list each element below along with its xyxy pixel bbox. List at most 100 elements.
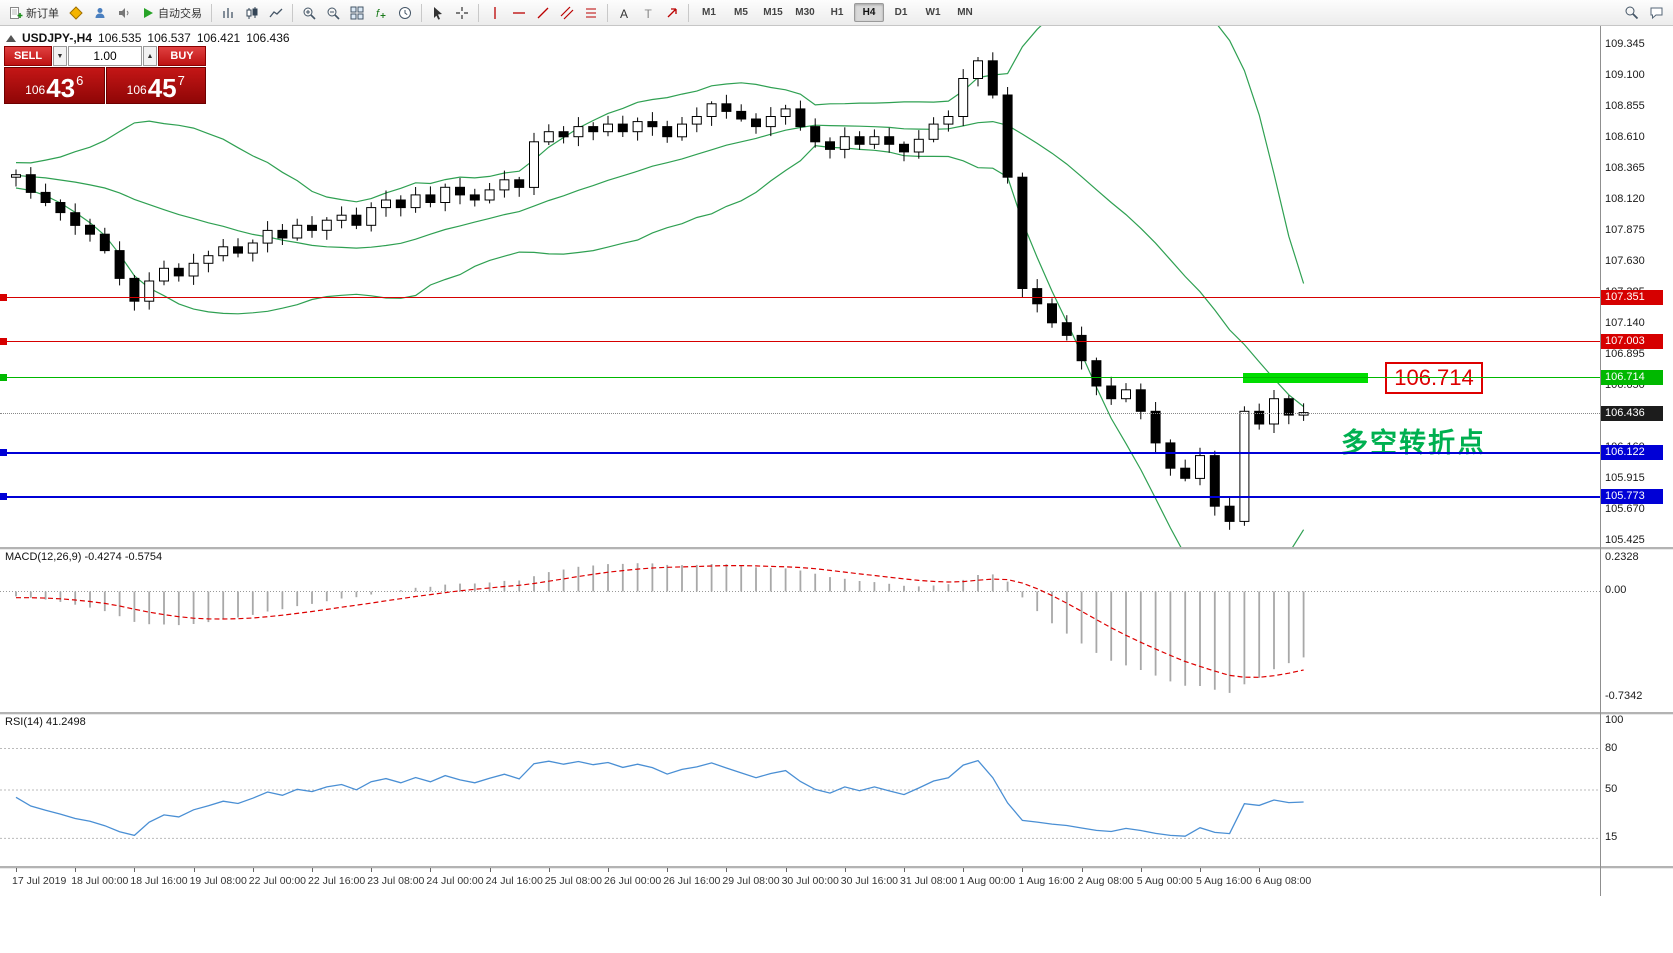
channel-icon xyxy=(560,6,574,19)
time-axis-label[interactable]: 25 Jul 08:00 xyxy=(544,875,603,887)
horizontal-line-button[interactable] xyxy=(508,1,530,24)
tile-windows-button[interactable] xyxy=(346,1,368,24)
horizontal-line[interactable] xyxy=(0,495,1600,498)
price-tag[interactable]: 106.714 xyxy=(1601,370,1663,386)
price-axis-tick: 105.670 xyxy=(1605,502,1645,515)
arrows-button[interactable] xyxy=(661,1,683,24)
text-button[interactable]: A xyxy=(613,1,635,24)
zoom-out-button[interactable] xyxy=(322,1,344,24)
svg-text:T: T xyxy=(645,7,653,20)
horizontal-line[interactable] xyxy=(0,451,1600,454)
timeframe-m5-button[interactable]: M5 xyxy=(734,7,748,18)
time-axis-tick xyxy=(608,868,609,872)
crosshair-button[interactable] xyxy=(451,1,473,24)
line-chart-button[interactable] xyxy=(265,1,287,24)
price-tag[interactable]: 106.122 xyxy=(1601,445,1663,461)
trendline-button[interactable] xyxy=(532,1,554,24)
timeframe-m30-button[interactable]: M30 xyxy=(795,7,815,18)
time-axis-label[interactable]: 6 Aug 08:00 xyxy=(1255,875,1312,887)
time-axis-label[interactable]: 29 Jul 08:00 xyxy=(722,875,780,887)
time-axis-label[interactable]: 23 Jul 08:00 xyxy=(367,875,425,887)
fibonacci-button[interactable] xyxy=(580,1,602,24)
autotrading-label: 自动交易 xyxy=(158,7,202,20)
timeframe-h4-button[interactable]: H4 xyxy=(854,3,884,22)
horizontal-line[interactable] xyxy=(0,296,1600,298)
time-axis-label[interactable]: 5 Aug 16:00 xyxy=(1196,875,1253,887)
time-axis-label[interactable]: 2 Aug 08:00 xyxy=(1077,875,1134,887)
time-axis-label[interactable]: 5 Aug 00:00 xyxy=(1136,875,1193,887)
time-axis-label[interactable]: 18 Jul 00:00 xyxy=(71,875,129,887)
time-axis-label[interactable]: 26 Jul 16:00 xyxy=(663,875,721,887)
equidistant-channel-button[interactable] xyxy=(556,1,578,24)
price-tag[interactable]: 107.351 xyxy=(1601,289,1663,305)
annotation-text[interactable]: 多空转折点 xyxy=(1341,428,1486,458)
toolbar-separator xyxy=(421,3,422,22)
vertical-line-button[interactable] xyxy=(484,1,506,24)
macd-plot[interactable] xyxy=(0,549,1600,712)
price-tag[interactable]: 107.003 xyxy=(1601,333,1663,349)
chat-button[interactable] xyxy=(1645,1,1668,24)
timeframe-m15-button[interactable]: M15 xyxy=(763,7,783,18)
volume-down-stepper[interactable]: ▼ xyxy=(53,46,67,66)
pane-separator[interactable] xyxy=(0,547,1673,550)
main-chart-plot[interactable] xyxy=(0,26,1600,547)
sell-button[interactable]: SELL xyxy=(4,46,52,66)
sell-quote[interactable]: 106 43 6 xyxy=(4,67,105,104)
pane-separator[interactable] xyxy=(0,866,1673,869)
time-axis-tick xyxy=(371,868,373,872)
volume-input[interactable] xyxy=(68,46,142,66)
timeframe-w1-button[interactable]: W1 xyxy=(925,7,941,18)
new-order-button[interactable]: 新订单 xyxy=(5,1,63,24)
horizontal-line[interactable] xyxy=(0,340,1600,342)
zoom-in-button[interactable] xyxy=(298,1,320,24)
price-tag[interactable]: 105.773 xyxy=(1601,489,1663,505)
bollinger-bands xyxy=(15,26,1305,547)
pane-separator[interactable] xyxy=(0,712,1673,715)
macd-signal-line xyxy=(16,565,1304,678)
buy-quote[interactable]: 106 45 7 xyxy=(105,67,206,104)
autotrading-button[interactable]: 自动交易 xyxy=(137,1,206,24)
timeframe-m1-button[interactable]: M1 xyxy=(702,7,716,18)
time-axis-label[interactable]: 31 Jul 08:00 xyxy=(900,875,958,887)
collapse-panel-icon[interactable] xyxy=(6,34,16,42)
rsi-plot[interactable] xyxy=(0,714,1600,866)
time-axis-label[interactable]: 22 Jul 00:00 xyxy=(248,875,307,887)
market-watch-button[interactable] xyxy=(65,1,87,24)
timeframe-mn-button[interactable]: MN xyxy=(957,7,973,18)
periods-button[interactable] xyxy=(394,1,416,24)
bar-chart-button[interactable] xyxy=(217,1,239,24)
time-axis-label[interactable]: 24 Jul 16:00 xyxy=(485,875,543,887)
timeframe-d1-button[interactable]: D1 xyxy=(894,7,908,18)
current-price-line xyxy=(0,413,1600,415)
time-axis-label[interactable]: 22 Jul 16:00 xyxy=(308,875,366,887)
candlestick-chart-button[interactable] xyxy=(241,1,263,24)
alerts-button[interactable] xyxy=(113,1,135,24)
cursor-button[interactable] xyxy=(427,1,449,24)
time-axis-label[interactable]: 30 Jul 00:00 xyxy=(781,875,839,887)
timeframe-h1-button[interactable]: H1 xyxy=(830,7,844,18)
line-handle xyxy=(0,337,7,345)
time-axis-label[interactable]: 26 Jul 00:00 xyxy=(604,875,662,887)
time-axis-tick xyxy=(252,868,254,872)
volume-up-stepper[interactable]: ▲ xyxy=(143,46,157,66)
rsi-scale-label: 15 xyxy=(1605,831,1618,844)
time-axis-label[interactable]: 1 Aug 00:00 xyxy=(959,875,1016,887)
indicators-button[interactable]: f xyxy=(370,1,392,24)
navigator-button[interactable] xyxy=(89,1,111,24)
time-axis-label[interactable]: 1 Aug 16:00 xyxy=(1018,875,1075,887)
vertical-line-icon xyxy=(494,6,496,19)
time-axis-label[interactable]: 19 Jul 08:00 xyxy=(189,875,247,887)
price-axis-tick: 108.120 xyxy=(1605,192,1645,205)
time-axis-tick xyxy=(548,868,550,872)
horizontal-line[interactable] xyxy=(0,377,1600,379)
time-axis-label[interactable]: 30 Jul 16:00 xyxy=(840,875,899,887)
time-axis-label[interactable]: 18 Jul 16:00 xyxy=(130,875,188,887)
chat-bubble-icon xyxy=(1650,7,1663,20)
text-label-button[interactable]: T xyxy=(637,1,659,24)
search-button[interactable] xyxy=(1620,1,1643,24)
buy-button[interactable]: BUY xyxy=(158,46,206,66)
time-axis-label[interactable]: 17 Jul 2019 xyxy=(12,875,67,887)
rsi-scale-label: 100 xyxy=(1605,713,1624,726)
time-axis-tick xyxy=(726,868,728,872)
time-axis-label[interactable]: 24 Jul 00:00 xyxy=(426,875,484,887)
